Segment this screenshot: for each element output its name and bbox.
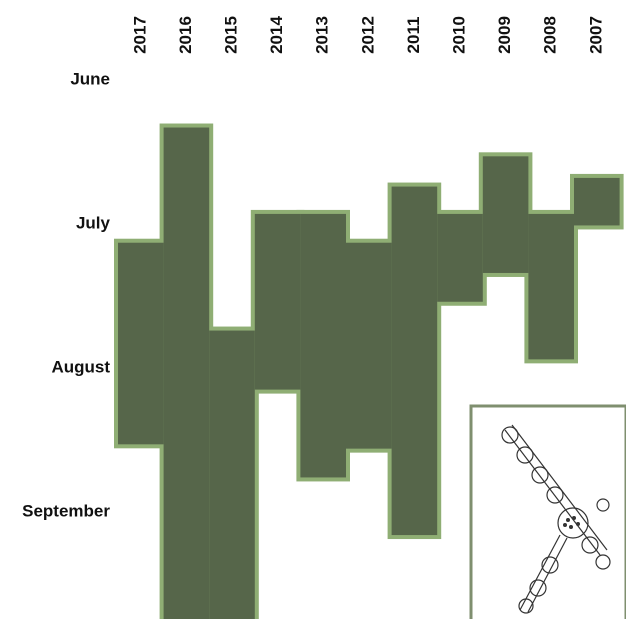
plot-area	[114, 123, 624, 619]
x-tick-label: 2011	[404, 17, 423, 54]
x-tick-label: 2015	[221, 16, 240, 54]
bar	[391, 186, 438, 536]
bar	[482, 156, 529, 273]
y-tick-label: August	[51, 357, 110, 376]
x-tick-label: 2012	[358, 16, 377, 54]
x-tick-label: 2017	[130, 16, 149, 54]
bar	[163, 127, 210, 619]
bar	[528, 213, 574, 360]
bar	[346, 242, 392, 449]
bar	[437, 213, 483, 302]
x-tick-label: 2016	[176, 16, 195, 54]
y-tick-label: September	[22, 501, 110, 520]
x-tick-label: 2009	[495, 16, 514, 54]
x-tick-label: 2007	[586, 16, 605, 54]
inset-frame	[469, 404, 626, 619]
diatom-drawing	[501, 424, 611, 614]
inset	[469, 404, 626, 619]
x-tick-label: 2013	[313, 16, 332, 54]
bar	[254, 213, 301, 390]
y-tick-label: June	[70, 69, 110, 88]
y-tick-label: July	[76, 213, 111, 232]
x-tick-label: 2008	[541, 16, 560, 54]
bar	[118, 242, 164, 445]
diatom-dots	[563, 516, 580, 529]
bar	[300, 213, 346, 478]
bar	[574, 177, 620, 226]
x-tick-label: 2014	[267, 16, 286, 54]
x-tick-label: 2010	[449, 16, 468, 54]
bar	[209, 330, 255, 619]
